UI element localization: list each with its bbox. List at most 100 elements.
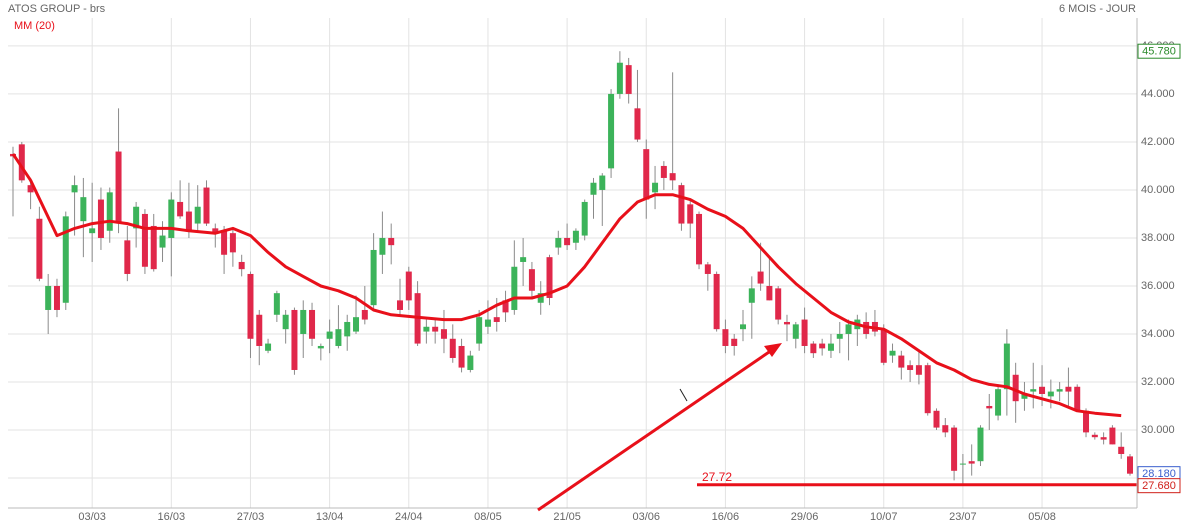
candle-body: [106, 192, 113, 231]
annotation-arrow: [537, 348, 773, 512]
candle-body: [212, 228, 219, 234]
x-tick-label: 03/03: [78, 511, 106, 523]
candle-body: [335, 329, 342, 346]
candle-body: [713, 273, 720, 330]
candle-body: [1109, 427, 1116, 445]
price-label: 27.680: [1142, 480, 1176, 492]
price-label: 28.180: [1142, 468, 1176, 480]
candle-body: [942, 425, 949, 433]
x-tick-label: 21/05: [553, 511, 581, 523]
candle-body: [880, 329, 887, 363]
candle-body: [819, 343, 826, 349]
candle-body: [599, 175, 606, 190]
candle-body: [53, 285, 60, 310]
candle-body: [537, 293, 544, 303]
candle-body: [256, 314, 263, 346]
x-tick-label: 29/06: [791, 511, 819, 523]
candle-body: [265, 343, 272, 351]
candle-body: [590, 182, 597, 195]
candle-body: [133, 206, 140, 229]
candle-body: [476, 317, 483, 344]
candle-body: [326, 331, 333, 339]
candle-body: [45, 285, 52, 310]
candle-body: [282, 314, 289, 330]
candle-body: [924, 365, 931, 414]
candle-body: [1047, 391, 1054, 397]
candle-body: [361, 309, 368, 320]
candle-body: [484, 319, 491, 327]
candle-body: [141, 213, 148, 267]
price-label-box: [1137, 43, 1181, 59]
candle-body: [757, 271, 764, 284]
x-tick-label: 13/04: [316, 511, 344, 523]
y-tick-label: 38.000: [1141, 232, 1175, 244]
candle-body: [801, 319, 808, 346]
candle-body: [432, 326, 439, 332]
candle-body: [440, 329, 447, 339]
candle-body: [792, 324, 799, 339]
candle-body: [898, 355, 905, 368]
candle-body: [836, 333, 843, 339]
candle-body: [731, 338, 738, 346]
candle-body: [581, 201, 588, 236]
candle-body: [528, 269, 535, 291]
x-tick-label: 08/05: [474, 511, 502, 523]
y-tick-label: 34.000: [1141, 328, 1175, 340]
candle-body: [89, 228, 96, 234]
x-tick-label: 23/07: [949, 511, 977, 523]
candle-body: [194, 206, 201, 224]
y-tick-label: 36.000: [1141, 280, 1175, 292]
candle-body: [1012, 374, 1019, 402]
candle-body: [625, 65, 632, 94]
x-tick-label: 16/03: [158, 511, 186, 523]
candle-body: [520, 257, 527, 262]
x-tick-label: 27/03: [237, 511, 265, 523]
candle-body: [572, 230, 579, 243]
candle-body: [396, 300, 403, 310]
candle-body: [704, 264, 711, 274]
candle-body: [370, 249, 377, 306]
candle-body: [660, 165, 667, 178]
candle-body: [827, 343, 834, 351]
candle-body: [291, 309, 298, 370]
candle-body: [273, 293, 280, 315]
labels-layer: 28.00030.00032.00034.00036.00038.00040.0…: [78, 40, 1181, 523]
candle-body: [388, 237, 395, 246]
candle-body: [62, 216, 69, 303]
candle-body: [511, 266, 518, 310]
candle-body: [1091, 434, 1098, 438]
candle-body: [546, 257, 553, 298]
period-label: 6 MOIS - JOUR: [1059, 3, 1136, 15]
candle-body: [968, 461, 975, 464]
candle-body: [933, 410, 940, 428]
candle-body: [1127, 456, 1133, 474]
moving-average-line: [11, 153, 1122, 418]
candle-body: [1118, 446, 1125, 454]
candle-body: [845, 324, 852, 334]
x-tick-label: 16/06: [712, 511, 740, 523]
candle-body: [986, 405, 993, 409]
candle-body: [995, 389, 1002, 416]
candle-body: [18, 144, 25, 181]
candle-body: [458, 345, 465, 368]
candle-body: [1039, 386, 1046, 394]
y-tick-label: 40.000: [1141, 184, 1175, 196]
candle-body: [652, 182, 659, 193]
candle-body: [669, 173, 676, 181]
candle-body: [616, 62, 623, 94]
candle-body: [643, 149, 650, 200]
candle-body: [1083, 410, 1090, 433]
candle-body: [185, 211, 192, 231]
candle-body: [748, 288, 755, 303]
candle-body: [423, 326, 430, 332]
y-tick-label: 30.000: [1141, 424, 1175, 436]
candle-body: [889, 350, 896, 356]
candle-body: [951, 427, 958, 471]
candle-body: [977, 427, 984, 462]
candle-body: [238, 261, 245, 270]
chart-title: ATOS GROUP - brs: [8, 3, 106, 15]
candle-body: [124, 240, 131, 274]
candle-body: [722, 329, 729, 346]
annotation-tick: [679, 388, 688, 402]
